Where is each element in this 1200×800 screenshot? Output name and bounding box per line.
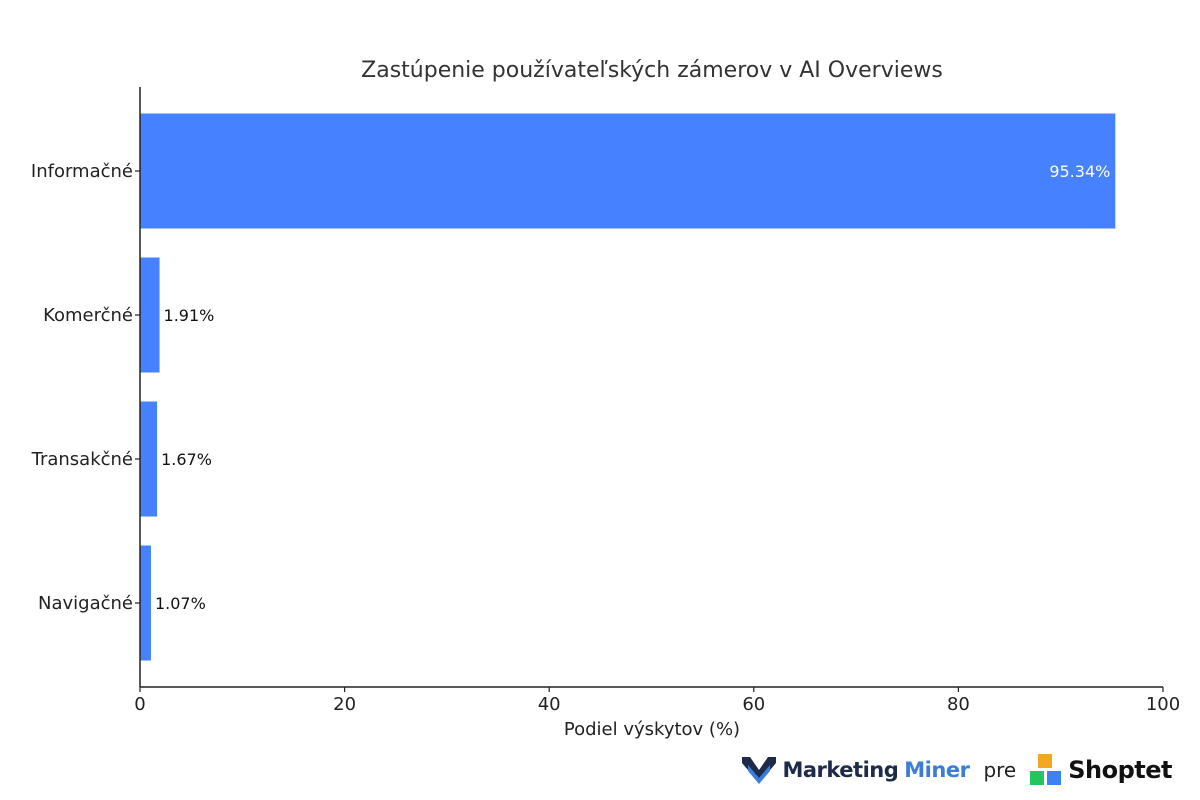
marketing-miner-text-part1: Marketing — [782, 758, 899, 782]
marketing-miner-logo: Marketing Miner — [742, 755, 970, 785]
value-label-1: 95.34% — [1049, 162, 1110, 181]
x-tick-label-3: 40 — [538, 694, 561, 715]
category-label-3: Transakčné — [31, 449, 133, 470]
bar-3 — [140, 401, 158, 517]
value-label-2: 1.91% — [164, 306, 215, 325]
shoptet-text: Shoptet — [1068, 756, 1172, 784]
bars-layer: 95.34% 1.91% 1.67% 1.07% — [140, 113, 1116, 661]
category-label-1: Informačné — [31, 161, 133, 182]
x-tick-label-4: 60 — [742, 694, 765, 715]
x-tick-label-1: 0 — [134, 694, 145, 715]
footer-branding: Marketing Miner pre Shoptet — [742, 748, 1172, 792]
x-tick-label-2: 20 — [333, 694, 356, 715]
category-label-4: Navigačné — [38, 593, 133, 614]
x-tick-label-5: 80 — [947, 694, 970, 715]
x-axis-title: Podiel výskytov (%) — [564, 719, 740, 740]
bar-4 — [140, 545, 151, 661]
bar-1 — [140, 113, 1116, 229]
shoptet-logo: Shoptet — [1030, 754, 1172, 786]
chart-title: Zastúpenie používateľských zámerov v AI … — [361, 58, 943, 83]
connector-text: pre — [983, 758, 1017, 782]
shoptet-icon — [1030, 754, 1062, 785]
value-label-4: 1.07% — [155, 594, 206, 613]
value-label-3: 1.67% — [161, 450, 212, 469]
x-tick-label-6: 100 — [1146, 694, 1180, 715]
bar-2 — [140, 257, 160, 373]
marketing-miner-icon — [742, 757, 777, 784]
category-label-2: Komerčné — [43, 305, 133, 326]
marketing-miner-text-part2: Miner — [904, 758, 970, 782]
axes-layer: Informačné Komerčné Transakčné Navigačné 0 20… — [31, 87, 1180, 715]
